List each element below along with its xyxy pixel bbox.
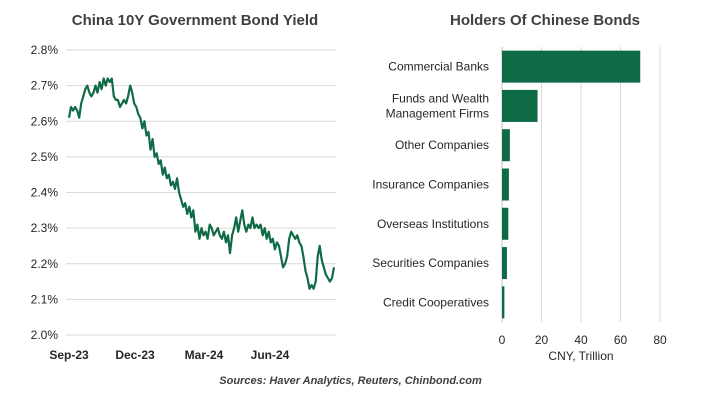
- bar-chart-category-labels: Commercial Banks Funds and WealthManageme…: [372, 60, 489, 310]
- line-chart-y-tick-label: 2.6%: [31, 114, 59, 128]
- line-chart-y-tick-label: 2.5%: [31, 150, 59, 164]
- bar: [502, 50, 641, 83]
- line-chart-x-tick-label: Mar-24: [185, 348, 224, 362]
- bar-category-label: Insurance Companies: [372, 178, 489, 192]
- bar: [502, 286, 505, 319]
- line-chart-y-ticks: 2.0% 2.1% 2.2% 2.3% 2.4% 2.5% 2.6% 2.7% 2.8%: [31, 43, 59, 342]
- line-chart-x-tick-label: Dec-23: [115, 348, 155, 362]
- bar-chart-x-axis-label: CNY, Trillion: [548, 349, 613, 363]
- line-chart-y-tick-label: 2.1%: [31, 292, 59, 306]
- bar-chart-gridlines: [501, 47, 661, 322]
- line-chart-y-tick-label: 2.8%: [31, 43, 59, 57]
- line-chart-x-ticks: Sep-23 Dec-23 Mar-24 Jun-24: [49, 348, 289, 362]
- yield-series-line: [67, 77, 336, 290]
- bar: [502, 168, 509, 201]
- line-chart-y-tick-label: 2.3%: [31, 221, 59, 235]
- bar-category-label: Management Firms: [386, 106, 489, 120]
- bar: [502, 207, 509, 240]
- bar-category-label: Funds and Wealth: [392, 91, 489, 105]
- bar-chart-x-tick-label: 0: [499, 333, 506, 347]
- bar-chart-title: Holders Of Chinese Bonds: [449, 12, 641, 29]
- bar-chart-x-tick-label: 40: [574, 333, 588, 347]
- line-chart-title: China 10Y Government Bond Yield: [71, 12, 319, 29]
- line-chart-x-tick-label: Sep-23: [49, 348, 89, 362]
- line-chart-y-tick-label: 2.7%: [31, 79, 59, 93]
- bar: [502, 89, 538, 122]
- bar-category-label: Overseas Institutions: [377, 217, 489, 231]
- bar-category-label: Credit Cooperatives: [383, 295, 489, 309]
- line-chart-gridlines: [66, 49, 336, 336]
- bar-chart-bars: [502, 50, 641, 319]
- bar-chart-x-tick-label: 80: [653, 333, 667, 347]
- bar-chart-x-tick-label: 20: [535, 333, 549, 347]
- line-chart-x-tick-label: Jun-24: [251, 348, 290, 362]
- bar-category-label: Securities Companies: [372, 256, 489, 270]
- bar-chart-x-tick-label: 60: [614, 333, 628, 347]
- bar-category-label: Commercial Banks: [388, 60, 489, 74]
- bar-category-label: Other Companies: [395, 138, 489, 152]
- source-note: Sources: Haver Analytics, Reuters, Chinb…: [219, 375, 482, 387]
- line-chart-y-tick-label: 2.0%: [31, 328, 59, 342]
- bar: [502, 129, 510, 162]
- bar-chart-x-ticks: 0 20 40 60 80: [499, 333, 667, 347]
- line-chart-y-tick-label: 2.4%: [31, 186, 59, 200]
- line-chart-y-tick-label: 2.2%: [31, 257, 59, 271]
- bar: [502, 247, 507, 280]
